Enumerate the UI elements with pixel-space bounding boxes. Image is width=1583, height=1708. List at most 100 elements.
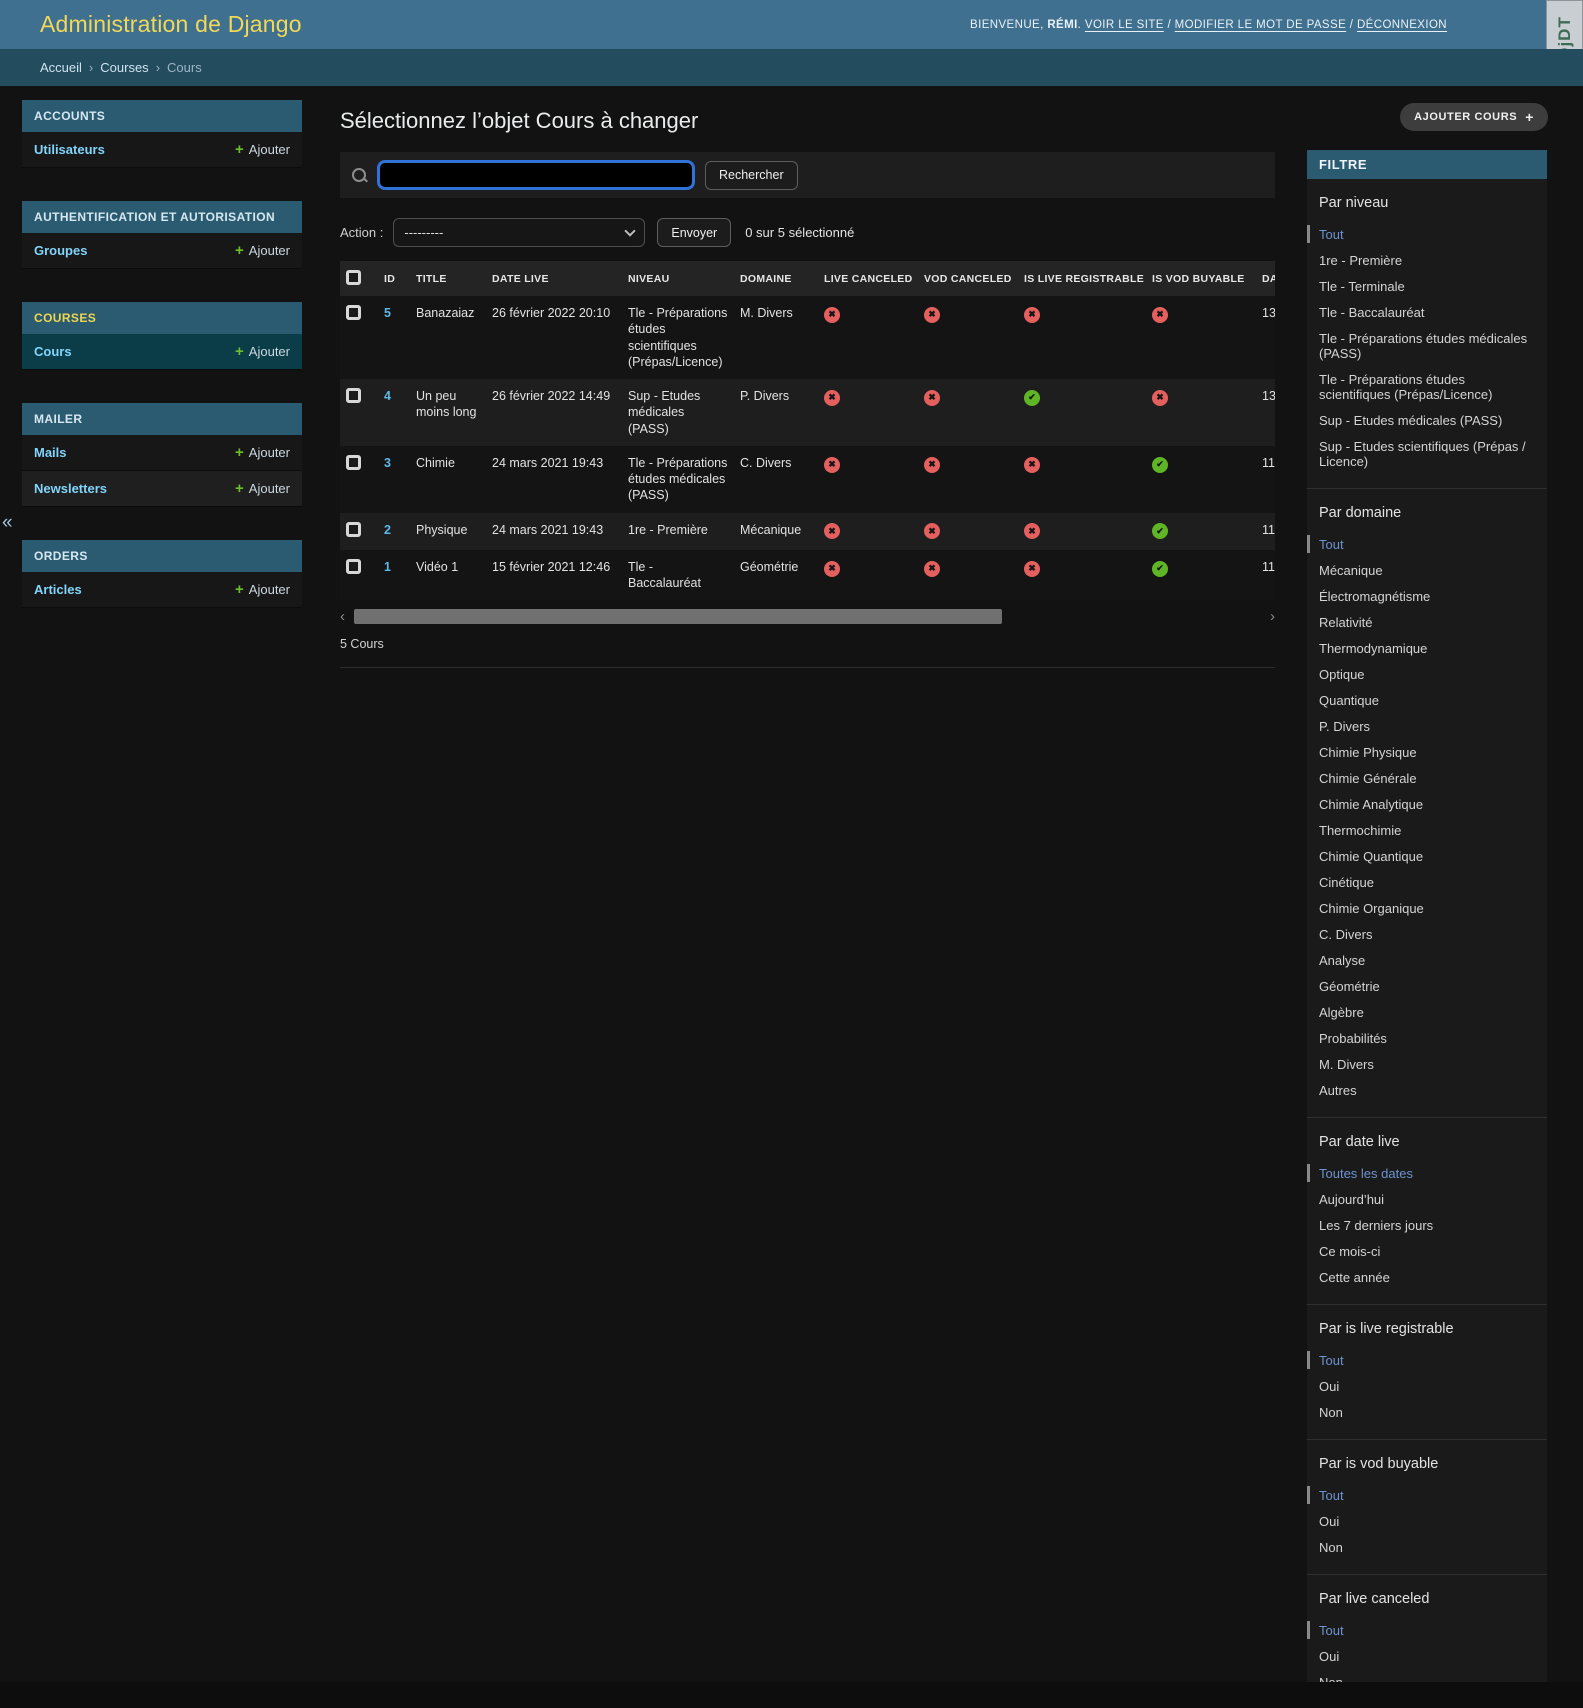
change-password-link[interactable]: MODIFIER LE MOT DE PASSE [1174,18,1347,31]
breadcrumb-home[interactable]: Accueil [40,60,82,75]
scrollbar-thumb[interactable] [354,609,1002,625]
sidebar-collapse-icon[interactable]: « [2,512,13,533]
filter-option[interactable]: Chimie Organique [1319,900,1424,916]
filter-option[interactable]: Autres [1319,1082,1357,1098]
filter-option[interactable]: 1re - Première [1319,252,1403,268]
filter-option[interactable]: Thermodynamique [1319,640,1428,656]
add-course-button[interactable]: AJOUTER COURS + [1400,103,1548,131]
sidebar-item-cours[interactable]: Cours + Ajouter [22,334,302,370]
filter-option[interactable]: Électromagnétisme [1319,588,1431,604]
row-id-link[interactable]: 4 [384,389,391,403]
filter-option[interactable]: Tle - Préparations études scientifiques … [1319,371,1493,402]
sidebar-item-utilisateurs[interactable]: Utilisateurs + Ajouter [22,132,302,168]
cell-select [340,549,378,601]
logout-link[interactable]: DÉCONNEXION [1356,18,1447,31]
sidebar-add-link[interactable]: + Ajouter [235,344,290,359]
scroll-right-icon[interactable]: › [1270,608,1275,626]
search-button[interactable]: Rechercher [705,160,798,190]
sidebar-add-link[interactable]: + Ajouter [235,481,290,496]
site-title[interactable]: Administration de Django [40,11,302,37]
sidebar-model-link[interactable]: Groupes [34,243,88,258]
cell-domaine: Mécanique [734,512,818,550]
filter-option[interactable]: Sup - Etudes scientifiques (Prépas / Lic… [1319,438,1526,469]
cell-title: Vidéo 1 [410,549,486,601]
filter-option[interactable]: Aujourd’hui [1319,1191,1385,1207]
filter-option[interactable]: Mécanique [1319,562,1383,578]
filter-option[interactable]: Quantique [1319,692,1379,708]
row-select-checkbox[interactable] [346,454,361,470]
filter-option[interactable]: Tout [1307,531,1535,557]
row-id-link[interactable]: 3 [384,455,391,470]
sidebar-item-articles[interactable]: Articles + Ajouter [22,572,302,608]
filter-option[interactable]: Tout [1307,1347,1535,1373]
filter-option[interactable]: Tle - Terminale [1319,278,1405,294]
filter-option[interactable]: Géométrie [1319,978,1380,994]
select-all-checkbox[interactable] [346,270,361,285]
action-submit-button[interactable]: Envoyer [657,218,732,247]
filter-option[interactable]: Cinétique [1319,874,1374,890]
filter-option[interactable]: Non [1319,1539,1343,1555]
row-select-checkbox[interactable] [346,305,361,320]
cell-live_canceled: ✖ [818,296,918,379]
filter-option[interactable]: Algèbre [1319,1004,1364,1020]
sidebar-model-link[interactable]: Cours [34,344,72,359]
filter-option[interactable]: Optique [1319,666,1365,682]
filter-option[interactable]: Probabilités [1319,1030,1387,1046]
sidebar-model-link[interactable]: Utilisateurs [34,142,105,157]
false-icon: ✖ [1152,306,1168,323]
filter-option[interactable]: M. Divers [1319,1056,1374,1072]
sidebar-add-link[interactable]: + Ajouter [235,582,290,597]
filter-option[interactable]: Ce mois-ci [1319,1243,1381,1259]
filter-option[interactable]: Tout [1307,1482,1535,1508]
filter-option[interactable]: Les 7 derniers jours [1319,1217,1434,1233]
filter-option[interactable]: Oui [1319,1648,1340,1664]
view-site-link[interactable]: VOIR LE SITE [1084,18,1164,31]
cell-vod_canceled: ✖ [918,445,1018,513]
filter-option[interactable]: P. Divers [1319,718,1371,734]
sidebar-add-link[interactable]: + Ajouter [235,142,290,157]
filter-option[interactable]: Tout [1307,221,1535,247]
filter-option[interactable]: Toutes les dates [1307,1160,1535,1186]
filter-option[interactable]: Non [1319,1404,1343,1420]
filter-option[interactable]: Analyse [1319,952,1366,968]
row-id-link[interactable]: 1 [384,559,391,574]
filter-option[interactable]: Cette année [1319,1269,1390,1285]
sidebar-model-link[interactable]: Articles [34,582,82,597]
scroll-left-icon[interactable]: ‹ [340,608,345,626]
scrollbar-track[interactable] [350,609,1265,625]
row-select-checkbox[interactable] [346,388,361,403]
filter-option[interactable]: Sup - Etudes médicales (PASS) [1319,412,1503,428]
filter-option[interactable]: Oui [1319,1378,1340,1394]
filter-option[interactable]: Tle - Préparations études médicales (PAS… [1319,330,1528,361]
cell-dat_truncated: 13 f [1256,296,1275,379]
sidebar-item-groupes[interactable]: Groupes + Ajouter [22,233,302,269]
filter-option[interactable]: Tout [1307,1617,1535,1643]
row-id-link[interactable]: 2 [384,522,391,537]
filter-section-heading: Par date live [1319,1134,1400,1150]
sidebar-model-link[interactable]: Newsletters [34,481,107,496]
sidebar-add-label: Ajouter [248,243,290,258]
sidebar-add-link[interactable]: + Ajouter [235,445,290,460]
row-select-checkbox[interactable] [346,558,361,574]
filter-option[interactable]: C. Divers [1319,926,1373,942]
table-row: 4 Un peu moins long 26 février 2022 14:49 S… [340,379,1275,446]
filter-option[interactable]: Oui [1319,1513,1340,1529]
row-select-checkbox[interactable] [346,521,361,537]
sidebar-item-newsletters[interactable]: Newsletters + Ajouter [22,471,302,507]
sidebar-item-mails[interactable]: Mails + Ajouter [22,435,302,471]
filter-option[interactable]: Chimie Générale [1319,770,1417,786]
filter-option[interactable]: Chimie Analytique [1319,796,1424,812]
filter-option[interactable]: Relativité [1319,614,1373,630]
cell-title: Chimie [410,445,486,513]
sidebar-model-link[interactable]: Mails [34,445,67,460]
table-row: 2 Physique 24 mars 2021 19:43 1re - Premièr… [340,512,1275,550]
breadcrumb-app[interactable]: Courses [100,60,149,75]
action-select[interactable]: --------- [393,218,646,247]
row-id-link[interactable]: 5 [384,306,391,320]
filter-option[interactable]: Chimie Quantique [1319,848,1424,864]
search-input[interactable] [377,160,695,190]
filter-option[interactable]: Chimie Physique [1319,744,1417,760]
filter-option[interactable]: Tle - Baccalauréat [1319,304,1425,320]
sidebar-add-link[interactable]: + Ajouter [235,243,290,258]
filter-option[interactable]: Thermochimie [1319,822,1402,838]
